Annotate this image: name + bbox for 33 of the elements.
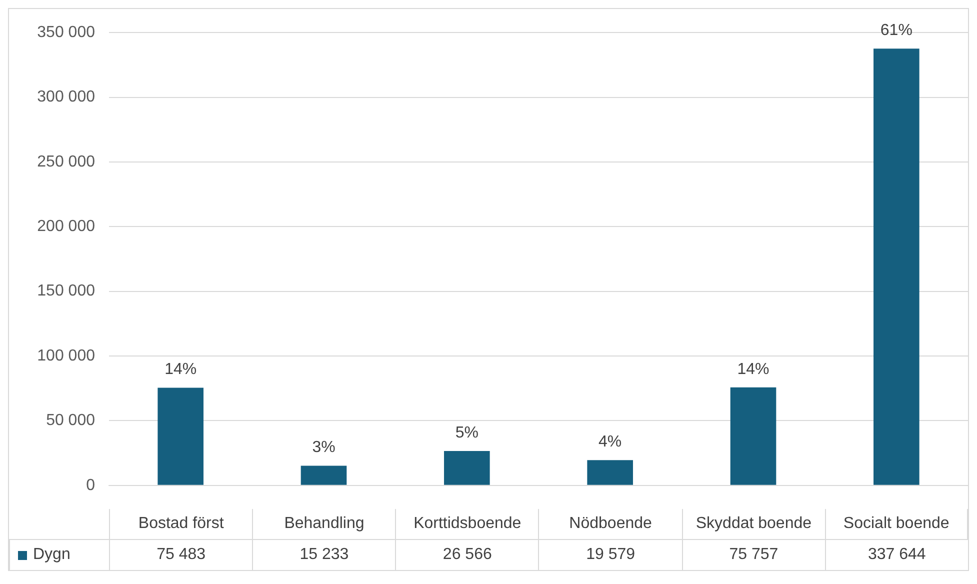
- bar: [730, 387, 776, 485]
- y-tick-label: 0: [86, 476, 96, 494]
- annotation: 61%: [880, 22, 912, 39]
- bar: [587, 460, 633, 485]
- x-tick-label: Skyddat boende: [682, 509, 825, 539]
- x-tick-label: Korttidsboende: [395, 509, 538, 539]
- x-tick-label: Nödboende: [538, 509, 682, 539]
- y-tick-label: 100 000: [37, 347, 96, 364]
- y-tick-label: 150 000: [37, 282, 96, 300]
- bar: [444, 451, 490, 485]
- annotation: 5%: [455, 424, 478, 442]
- annotation: 14%: [737, 360, 770, 378]
- x-tick-label: Behandling: [252, 509, 396, 539]
- data-label: 26 566: [395, 540, 538, 570]
- data-label: 19 579: [538, 540, 682, 570]
- bar: [300, 466, 347, 485]
- x-tick-label: Bostad först: [109, 509, 252, 539]
- legend-label: Dygn: [33, 545, 70, 565]
- y-tick-label: 250 000: [37, 153, 96, 170]
- data-label: 337 644: [824, 540, 968, 570]
- annotation: 4%: [598, 433, 622, 450]
- data-label: 15 233: [252, 540, 396, 570]
- annotation: 3%: [312, 439, 336, 456]
- bar: [874, 48, 920, 485]
- y-tick-label: 350 000: [37, 24, 96, 42]
- data-label: 75 757: [682, 540, 825, 570]
- data-label: 75 483: [109, 540, 252, 570]
- y-tick-label: 300 000: [37, 88, 96, 106]
- y-tick-label: 50 000: [46, 412, 96, 430]
- y-tick-label: 200 000: [37, 218, 96, 236]
- bar: [158, 388, 204, 485]
- annotation: 14%: [164, 361, 197, 378]
- x-tick-label: Socialt boende: [824, 509, 968, 539]
